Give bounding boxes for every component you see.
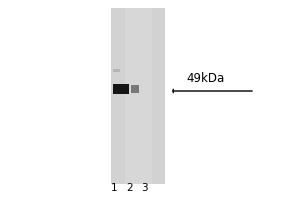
Bar	[112, 69, 120, 72]
Bar	[111, 8, 165, 184]
Text: 1: 1	[111, 183, 118, 193]
Bar	[112, 84, 129, 94]
Text: 2: 2	[126, 183, 133, 193]
Text: 49kDa: 49kDa	[186, 72, 224, 85]
Bar	[124, 8, 152, 184]
Bar	[130, 85, 139, 93]
Text: 3: 3	[141, 183, 148, 193]
